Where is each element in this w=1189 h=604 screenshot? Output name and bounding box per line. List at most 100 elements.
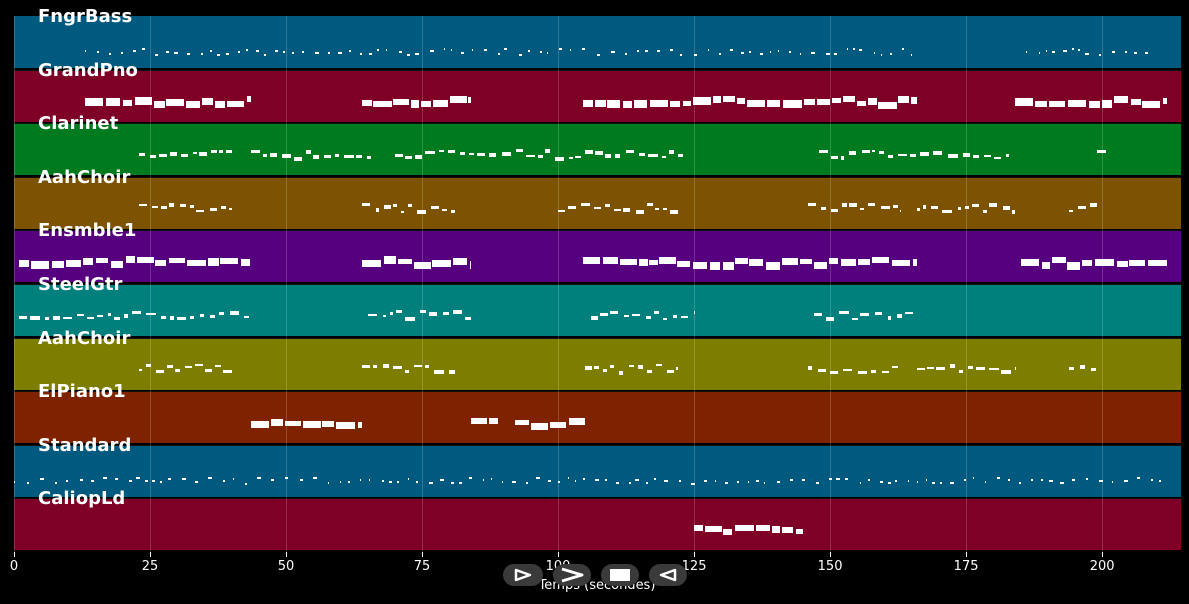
note: [1030, 478, 1033, 481]
note: [873, 52, 876, 55]
note: [490, 478, 492, 481]
note: [465, 317, 471, 320]
note: [871, 257, 889, 263]
note: [1101, 100, 1112, 109]
note: [315, 51, 319, 54]
note: [820, 206, 827, 210]
note: [910, 97, 918, 105]
note: [344, 155, 354, 158]
note: [609, 311, 618, 315]
note: [442, 209, 448, 212]
note: [173, 51, 178, 54]
note: [336, 422, 356, 429]
note: [368, 479, 370, 482]
note: [982, 210, 988, 213]
note: [291, 51, 294, 54]
note: [201, 53, 204, 56]
note: [230, 311, 239, 316]
note: [400, 210, 404, 213]
note: [582, 48, 586, 51]
note: [609, 365, 614, 369]
stop-button[interactable]: [601, 564, 639, 586]
rewind-button[interactable]: [649, 564, 687, 586]
track-label: ElPiano1: [38, 381, 126, 403]
note: [271, 418, 284, 426]
note: [324, 155, 331, 158]
note: [654, 311, 660, 315]
note: [574, 479, 577, 482]
note: [347, 481, 351, 484]
note: [1063, 50, 1068, 53]
note: [432, 99, 448, 107]
note: [468, 97, 471, 103]
note: [139, 369, 143, 372]
note: [615, 154, 620, 158]
note: [123, 313, 128, 318]
note: [748, 258, 763, 266]
note: [819, 149, 828, 153]
note: [152, 205, 159, 208]
note: [362, 260, 382, 268]
note: [907, 479, 910, 482]
note: [167, 477, 171, 480]
note: [155, 370, 165, 373]
note: [829, 371, 839, 374]
note: [421, 101, 431, 108]
note: [184, 365, 193, 369]
note: [868, 98, 877, 106]
note: [226, 100, 245, 107]
note: [526, 154, 536, 157]
x-tick-mark: [694, 552, 696, 557]
note: [880, 205, 890, 210]
note: [841, 203, 848, 207]
note: [828, 478, 832, 481]
note: [755, 480, 759, 483]
play-button[interactable]: [503, 564, 543, 586]
note: [359, 52, 362, 55]
note: [595, 99, 607, 108]
note: [1090, 368, 1096, 372]
note: [443, 311, 450, 315]
note: [777, 49, 780, 52]
note: [167, 365, 174, 368]
note: [262, 154, 268, 157]
note: [282, 154, 292, 158]
rewind-icon: [659, 568, 677, 582]
note: [859, 208, 865, 211]
fast-forward-button[interactable]: [553, 564, 591, 586]
note: [693, 53, 697, 56]
note: [1015, 98, 1034, 106]
note: [255, 50, 260, 53]
note: [694, 525, 704, 531]
note: [1001, 370, 1011, 374]
note: [1130, 99, 1142, 105]
note: [132, 50, 137, 53]
note: [596, 53, 601, 56]
note: [799, 52, 802, 55]
note: [628, 364, 635, 368]
note: [530, 422, 549, 430]
note: [223, 369, 232, 373]
note: [420, 310, 426, 313]
note: [680, 53, 683, 56]
note: [963, 479, 966, 482]
x-tick-label: 75: [413, 559, 431, 574]
note: [199, 152, 207, 157]
note: [831, 97, 842, 103]
note: [154, 53, 158, 56]
note: [439, 149, 445, 153]
note: [217, 53, 220, 56]
note: [284, 421, 301, 427]
note: [817, 369, 826, 373]
note: [1059, 482, 1064, 485]
note: [407, 477, 410, 480]
note: [639, 152, 645, 157]
note: [250, 420, 269, 428]
note: [1052, 257, 1066, 264]
note: [373, 365, 378, 369]
note: [583, 478, 586, 481]
note: [723, 95, 736, 103]
note: [1142, 100, 1161, 108]
note: [219, 149, 223, 153]
note: [219, 311, 225, 316]
